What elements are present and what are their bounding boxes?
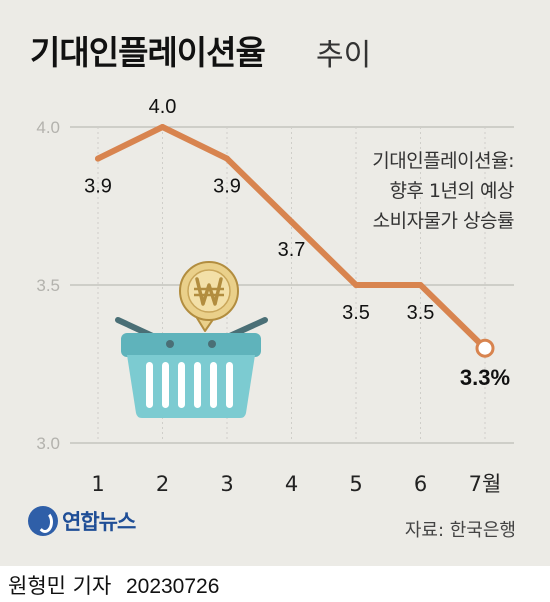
data-label: 3.3% — [460, 365, 510, 390]
annotation-line-3: 소비자물가 상승률 — [372, 210, 515, 232]
y-tick-label: 3.5 — [36, 276, 60, 295]
data-point — [95, 155, 101, 162]
annotation-line-2: 향후 1년의 예상 — [389, 180, 514, 202]
x-tick-label: 7월 — [469, 472, 502, 496]
chart-title: 기대인플레이션율 — [30, 33, 266, 72]
won-coin-icon — [179, 261, 239, 332]
data-label: 3.9 — [213, 176, 241, 198]
x-tick-label: 6 — [414, 472, 427, 496]
chart-area: 4.0 3.5 3.0 1 2 3 4 5 6 7월 — [36, 96, 514, 496]
x-tick-label: 5 — [349, 472, 362, 496]
data-label: 3.9 — [84, 176, 112, 198]
x-tick-label: 2 — [156, 472, 169, 496]
shopping-basket-icon — [115, 317, 268, 418]
data-label: 3.7 — [278, 239, 306, 261]
byline: 원형민 기자 20230726 — [8, 570, 219, 600]
x-tick-label: 4 — [285, 472, 298, 496]
byline-date: 20230726 — [125, 575, 220, 598]
yonhap-logo: 연합뉴스 — [28, 506, 136, 536]
byline-author: 원형민 기자 — [8, 574, 112, 598]
data-label: 4.0 — [149, 96, 177, 118]
data-point — [475, 338, 495, 358]
data-point — [224, 155, 230, 162]
chart-subtitle: 추이 — [316, 38, 372, 73]
y-tick-label: 4.0 — [36, 118, 60, 137]
data-point — [159, 124, 166, 130]
y-tick-label: 3.0 — [36, 434, 60, 453]
data-point — [417, 282, 424, 288]
data-label: 3.5 — [407, 302, 435, 324]
x-tick-label: 3 — [220, 472, 233, 496]
source-note: 자료: 한국은행 — [404, 520, 516, 541]
data-point — [288, 218, 295, 225]
chart-card: 4.0 3.5 3.0 1 2 3 4 5 6 7월 — [0, 0, 550, 566]
x-tick-label: 1 — [91, 472, 104, 496]
annotation-line-1: 기대인플레이션율: — [372, 150, 514, 172]
logo-icon — [28, 506, 58, 536]
data-point — [353, 282, 359, 288]
logo-text: 연합뉴스 — [62, 510, 136, 534]
data-label: 3.5 — [342, 302, 370, 324]
